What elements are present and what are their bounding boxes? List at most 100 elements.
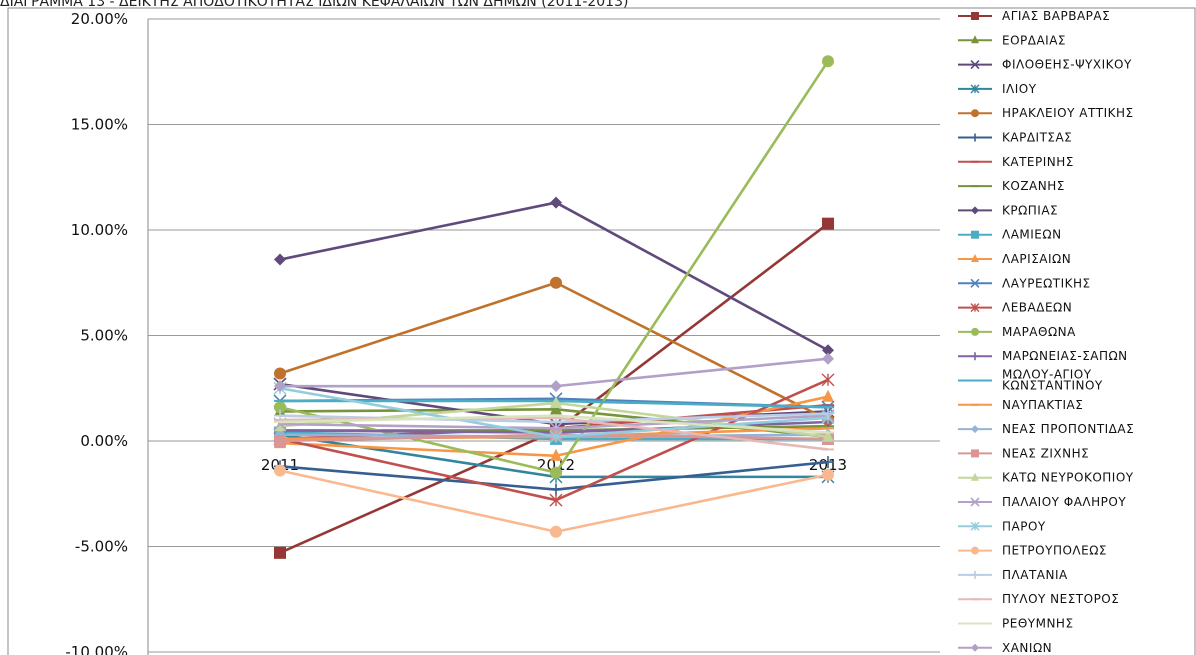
data-point [970, 278, 980, 288]
legend-entry: ΠΛΑΤΑΝΙΑ [958, 568, 1067, 582]
series-line [280, 357, 829, 388]
legend-entry: ΙΛΙΟΥ [958, 82, 1037, 96]
legend-entry: ΛΑΡΙΣΑΙΩΝ [958, 252, 1071, 266]
legend-entry: ΝΑΥΠΑΚΤΙΑΣ [958, 398, 1083, 412]
series-8 [274, 196, 834, 357]
series-26 [274, 352, 834, 393]
y-tick-label: 20.00% [71, 10, 128, 28]
data-point [971, 643, 979, 652]
legend-label: ΜΑΡΑΘΩΝΑ [1002, 325, 1076, 339]
legend-label: ΜΩΛΟΥ-ΑΓΙΟΥ ΚΩΝΣΤΑΝΤΙΝΟΥ [1002, 368, 1103, 393]
data-point [550, 402, 562, 415]
data-point [821, 373, 835, 387]
data-point [971, 109, 979, 118]
legend-entry: ΚΑΡΔΙΤΣΑΣ [958, 131, 1072, 145]
data-point [970, 84, 980, 94]
data-point [274, 546, 286, 559]
legend-entry: ΜΑΡΑΘΩΝΑ [958, 325, 1076, 339]
legend-entry: ΗΡΑΚΛΕΙΟΥ ΑΤΤΙΚΗΣ [958, 106, 1134, 120]
data-point [274, 464, 286, 477]
data-point [971, 472, 979, 481]
data-point [822, 389, 834, 402]
legend-label: ΑΓΙΑΣ ΒΑΡΒΑΡΑΣ [1002, 9, 1110, 23]
data-point [971, 546, 979, 555]
data-point [550, 525, 562, 538]
data-point [822, 55, 834, 68]
data-point [970, 521, 980, 531]
legend-label: ΚΑΡΔΙΤΣΑΣ [1002, 131, 1072, 145]
data-point [822, 468, 834, 481]
data-point [550, 448, 562, 461]
data-point [550, 396, 562, 409]
data-point [822, 352, 834, 365]
data-point [971, 12, 979, 20]
data-point [550, 276, 562, 289]
legend-label: ΚΑΤΕΡΙΝΗΣ [1002, 155, 1074, 169]
legend-entry: ΑΓΙΑΣ ΒΑΡΒΑΡΑΣ [958, 9, 1110, 23]
data-point [274, 435, 286, 447]
data-point [822, 456, 834, 469]
series-13 [274, 55, 834, 479]
data-point [549, 493, 563, 507]
series-25 [274, 414, 834, 434]
legend-label: ΚΡΩΠΙΑΣ [1002, 203, 1058, 217]
data-point [971, 425, 979, 434]
data-point [971, 35, 979, 44]
legend-label: ΧΑΝΙΩΝ [1002, 641, 1052, 655]
legend-entry: ΡΕΘΥΜΝΗΣ [958, 617, 1074, 631]
legend-label: ΜΑΡΩΝΕΙΑΣ-ΣΑΠΩΝ [1002, 349, 1128, 363]
legend-label: ΠΕΤΡΟΥΠΟΛΕΩΣ [1002, 544, 1107, 558]
data-point [971, 449, 979, 458]
legend-label: ΕΟΡΔΑΙΑΣ [1002, 33, 1066, 47]
data-point [822, 344, 834, 357]
chart-border [7, 7, 1196, 655]
data-point [971, 570, 979, 579]
data-point [274, 380, 286, 393]
legend-entry: ΠΑΡΟΥ [958, 519, 1045, 533]
data-point [971, 206, 979, 215]
legend-entry: ΜΩΛΟΥ-ΑΓΙΟΥ ΚΩΝΣΤΑΝΤΙΝΟΥ [958, 368, 1103, 393]
data-point [549, 430, 563, 444]
legend-entry: ΛΕΒΑΔΕΩΝ [958, 301, 1072, 315]
legend-label: ΝΑΥΠΑΚΤΙΑΣ [1002, 398, 1083, 412]
legend-entry: ΛΑΥΡΕΩΤΙΚΗΣ [958, 276, 1091, 290]
data-point [971, 254, 979, 262]
y-tick-label: 10.00% [71, 221, 128, 239]
data-point [822, 407, 834, 420]
y-tick-label: 5.00% [80, 327, 128, 345]
legend-entry: ΕΟΡΔΑΙΑΣ [958, 33, 1066, 47]
data-point [970, 303, 980, 313]
legend-label: ΝΕΑΣ ΖΙΧΝΗΣ [1002, 446, 1089, 460]
data-point [274, 253, 286, 266]
legend-label: ΗΡΑΚΛΕΙΟΥ ΑΤΤΙΚΗΣ [1002, 106, 1134, 120]
legend-entry: ΧΑΝΙΩΝ [958, 641, 1052, 655]
legend-label: ΛΑΡΙΣΑΙΩΝ [1002, 252, 1071, 266]
data-point [970, 497, 980, 507]
data-point [822, 429, 834, 442]
data-point [971, 327, 979, 336]
data-point [550, 196, 562, 209]
legend-label: ΠΥΛΟΥ ΝΕΣΤΟΡΟΣ [1002, 592, 1119, 606]
legend-entry: ΝΕΑΣ ΠΡΟΠΟΝΤΙΔΑΣ [958, 422, 1134, 436]
chart-title: ΔΙΑΓΡΑΜΜΑ 13 - ΔΕΙΚΤΗΣ ΑΠΟΔΟΤΙΚΟΤΗΤΑΣ ΙΔ… [0, 0, 629, 10]
legend-label: ΚΑΤΩ ΝΕΥΡΟΚΟΠΙΟΥ [1002, 471, 1134, 485]
legend-label: ΛΑΥΡΕΩΤΙΚΗΣ [1002, 276, 1091, 290]
data-point [970, 60, 980, 70]
series-line [279, 201, 829, 352]
legend-label: ΚΟΖΑΝΗΣ [1002, 179, 1065, 193]
data-point [550, 380, 562, 393]
legend-entry: ΚΑΤΕΡΙΝΗΣ [958, 155, 1074, 169]
legend-entry: ΠΑΛΑΙΟΥ ΦΑΛΗΡΟΥ [958, 495, 1126, 509]
y-tick-label: -10.00% [65, 643, 128, 655]
legend-label: ΡΕΘΥΜΝΗΣ [1002, 617, 1074, 631]
legend-entry: ΚΑΤΩ ΝΕΥΡΟΚΟΠΙΟΥ [958, 471, 1134, 485]
series-22 [274, 464, 834, 538]
data-point [971, 352, 979, 361]
legend-label: ΙΛΙΟΥ [1002, 82, 1037, 96]
data-point [550, 466, 562, 479]
legend-entry: ΠΥΛΟΥ ΝΕΣΤΟΡΟΣ [958, 592, 1119, 606]
legend-entry: ΚΡΩΠΙΑΣ [958, 203, 1058, 217]
legend-entry: ΝΕΑΣ ΖΙΧΝΗΣ [958, 446, 1089, 460]
legend-label: ΠΑΛΑΙΟΥ ΦΑΛΗΡΟΥ [1002, 495, 1126, 509]
y-tick-label: 15.00% [71, 116, 128, 134]
